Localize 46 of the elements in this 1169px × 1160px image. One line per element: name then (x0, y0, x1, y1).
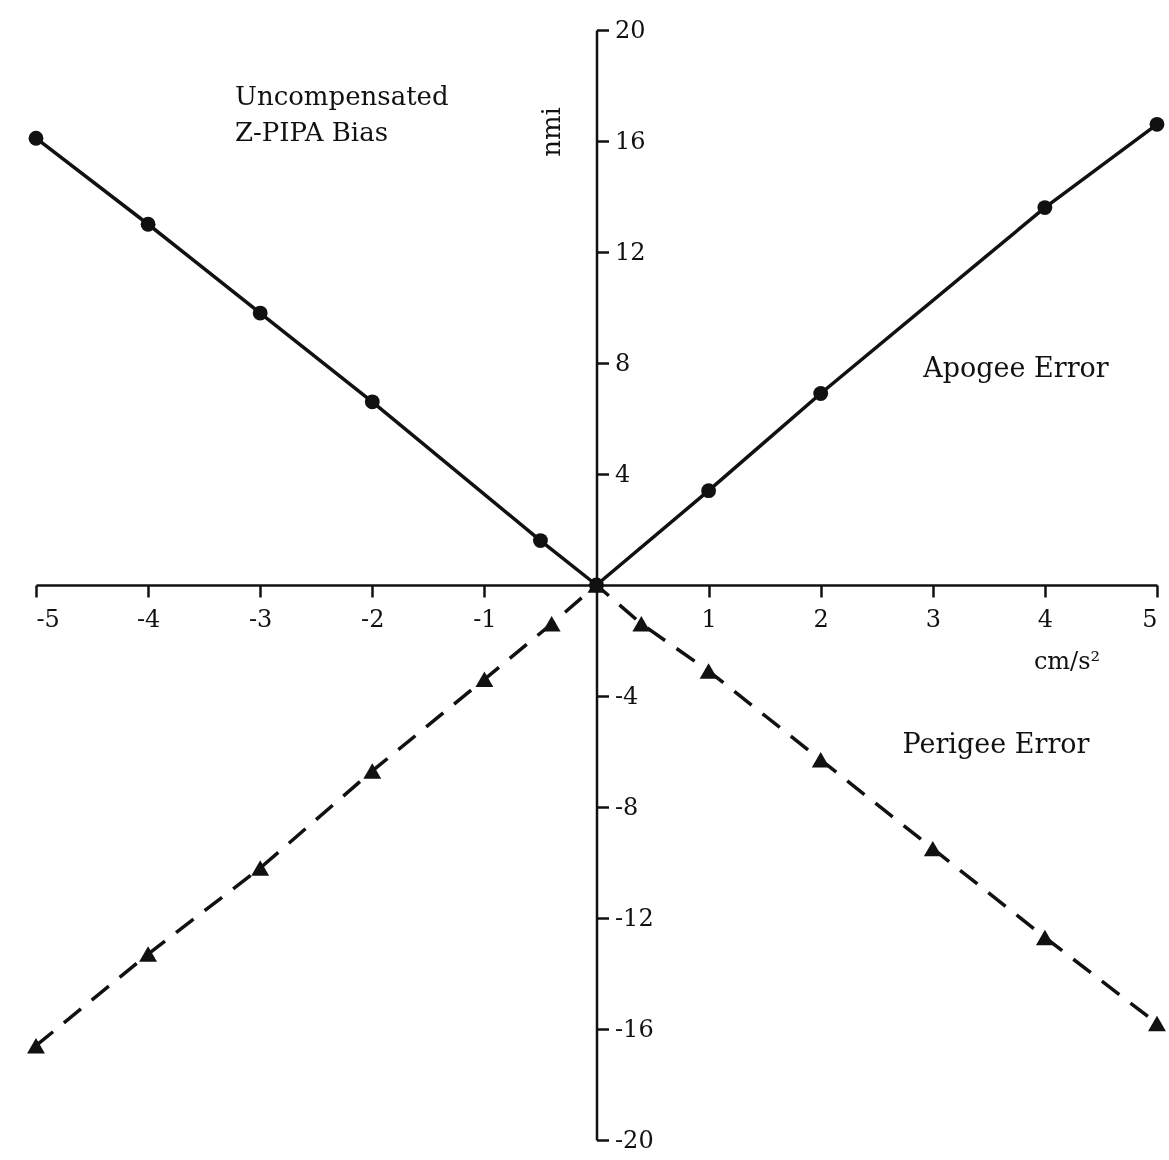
point (27, 1037, 45, 1054)
point (363, 763, 382, 779)
point (1149, 116, 1165, 132)
point (252, 305, 268, 321)
point (811, 752, 830, 768)
point (140, 216, 156, 232)
y-tick-label: 16 (615, 126, 646, 155)
y-tick-label: -12 (615, 903, 654, 932)
x-tick-label: -4 (136, 604, 161, 633)
x-axis-title: cm/s² (1033, 647, 1101, 675)
point (28, 130, 44, 146)
x-tick-label: 1 (701, 604, 717, 633)
x-tick-label: -1 (473, 604, 497, 633)
point (701, 483, 717, 499)
point (542, 616, 561, 632)
series-label: Perigee Error (902, 728, 1090, 759)
y-tick-label: 4 (615, 459, 631, 488)
point (139, 946, 158, 962)
y-tick-label: -8 (615, 792, 639, 821)
point (699, 663, 718, 679)
point (364, 394, 380, 410)
x-tick-label: 5 (1142, 604, 1158, 633)
y-tick-label: 20 (615, 15, 646, 44)
y-tick-label: 12 (615, 237, 646, 266)
x-tick-label: -3 (249, 604, 273, 633)
point (813, 386, 829, 401)
x-tick-label: -2 (361, 604, 385, 633)
point (1035, 929, 1054, 946)
y-axis-title: nmi (536, 107, 566, 157)
y-tick-label: 8 (615, 348, 631, 377)
series-label: Apogee Error (922, 352, 1109, 383)
x-tick-label: 2 (813, 604, 829, 633)
x-tick-label: 3 (925, 604, 941, 633)
point (533, 533, 548, 548)
x-tick-label: 4 (1037, 604, 1054, 633)
point (632, 616, 651, 632)
point (1037, 200, 1053, 215)
annotation: Uncompensated Z-PIPA Bias (235, 81, 449, 147)
y-tick-label: -20 (615, 1125, 654, 1154)
point (923, 840, 942, 857)
point (251, 860, 270, 876)
point (475, 671, 494, 688)
y-tick-label: -4 (615, 681, 639, 710)
x-tick-label: -5 (36, 604, 60, 633)
point (1148, 1015, 1166, 1032)
y-tick-label: -16 (615, 1014, 654, 1043)
